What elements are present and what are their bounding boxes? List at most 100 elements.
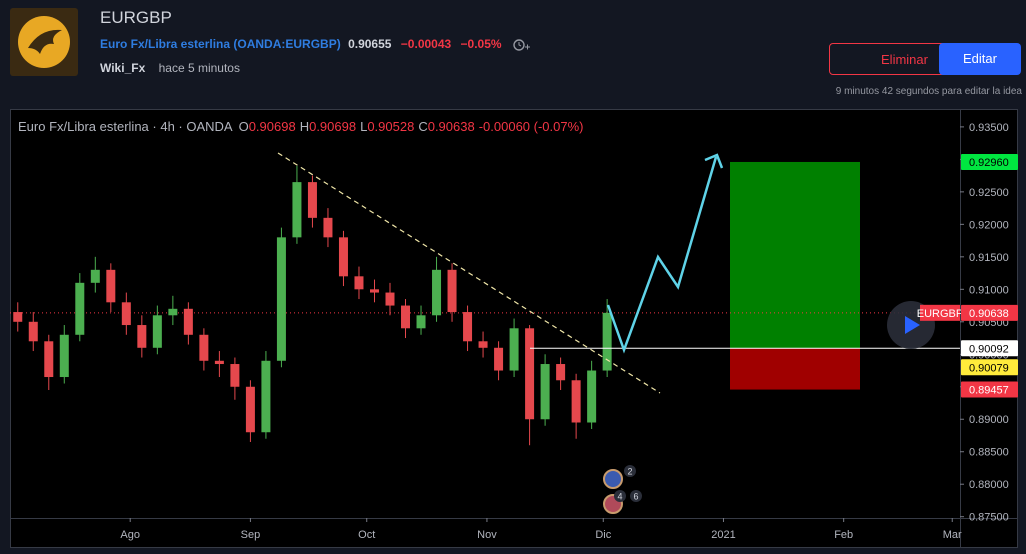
plot — [10, 161, 960, 446]
target-zone — [730, 161, 860, 349]
candle-body — [13, 312, 23, 322]
edit-button[interactable]: Editar — [939, 43, 1021, 75]
ohlc-value: 0.90698 — [249, 119, 296, 134]
candle-body — [369, 289, 379, 293]
event-icon[interactable] — [603, 469, 623, 489]
forecast-arrowhead — [704, 153, 724, 169]
play-icon — [905, 316, 920, 334]
symbol-tag-label: EURGBP — [917, 308, 963, 320]
x-tick-label: Sep — [241, 529, 261, 541]
x-tick-label: Nov — [477, 529, 497, 541]
candle-body — [587, 370, 597, 423]
event-badge-count: 4 — [617, 492, 622, 502]
logo-icon — [18, 16, 70, 68]
candle-body — [168, 308, 178, 316]
ohlc-key: C — [418, 119, 427, 134]
candle-body — [478, 341, 488, 348]
candle-body — [323, 217, 333, 238]
candle-body — [214, 360, 224, 365]
candle-body — [385, 292, 395, 306]
candle-body — [354, 276, 364, 290]
trend-line — [277, 152, 661, 394]
y-tick-label: 0.89000 — [969, 414, 1009, 426]
ohlc-value: 0.90698 — [309, 119, 356, 134]
stop-zone — [730, 348, 860, 390]
edit-note: 9 minutos 42 segundos para editar la ide… — [835, 86, 1022, 97]
x-tick-label: Mar — [943, 529, 962, 541]
candle-body — [152, 315, 162, 348]
candle-body — [540, 364, 550, 420]
price: 0.90655 — [348, 37, 392, 51]
candle-body — [571, 380, 581, 423]
ohlc-value: 0.90638 — [428, 119, 475, 134]
legend-title: Euro Fx/Libra esterlina · 4h · OANDA — [18, 119, 233, 134]
candle-body — [416, 315, 426, 329]
candle-body — [90, 269, 100, 283]
x-tick-label: 2021 — [711, 529, 735, 541]
price-tag-label: 0.89457 — [969, 385, 1009, 397]
price-tag — [961, 340, 1018, 357]
symbol[interactable]: (OANDA:EURGBP) — [233, 37, 341, 51]
candle-body — [447, 269, 457, 313]
candle-body — [525, 328, 535, 420]
candle-body — [494, 347, 504, 371]
y-tick-label: 0.93500 — [969, 122, 1009, 134]
y-tick-label: 0.91000 — [969, 284, 1009, 296]
candle-body — [44, 341, 54, 378]
y-tick-label: 0.92500 — [969, 187, 1009, 199]
candle-body — [28, 321, 38, 342]
candle-body — [276, 237, 286, 361]
change-label: -0.00060 (-0.07%) — [479, 119, 584, 134]
idea-title: EURGBP — [100, 8, 172, 27]
event-badge — [614, 490, 626, 502]
y-tick-label: 0.88500 — [969, 447, 1009, 459]
ohlc-key: O — [239, 119, 249, 134]
price-tag — [961, 381, 1018, 398]
ohlc-key: H — [300, 119, 309, 134]
price-tag-label: 0.90638 — [969, 308, 1009, 320]
price-tag — [961, 304, 1018, 321]
x-tick-label: Feb — [834, 529, 853, 541]
candle-body — [307, 182, 317, 218]
price-tag — [961, 153, 1018, 170]
x-tick-label: Dic — [595, 529, 611, 541]
candle-body — [509, 328, 519, 371]
ohlc-value: 0.90528 — [367, 119, 414, 134]
candle-body — [602, 312, 612, 371]
candle-body — [183, 308, 193, 335]
alarm-icon[interactable] — [511, 38, 531, 52]
author-logo[interactable] — [10, 8, 78, 76]
event-badge — [624, 465, 636, 477]
candle-body — [121, 302, 131, 326]
y-tick-label: 0.91500 — [969, 252, 1009, 264]
x-tick-label: Ago — [120, 529, 140, 541]
price-tag-label: 0.90079 — [969, 362, 1009, 374]
candle-body — [556, 364, 566, 381]
event-badge-count: 2 — [627, 467, 632, 477]
price-tag-label: 0.90092 — [969, 343, 1009, 355]
change-pct: −0.05% — [460, 37, 502, 51]
instrument[interactable]: Euro Fx/Libra esterlina — [100, 37, 231, 51]
candle-body — [199, 334, 209, 361]
events[interactable]: 2 4 6 — [603, 465, 642, 514]
candle-body — [338, 237, 348, 277]
chart-legend: Euro Fx/Libra esterlina · 4h · OANDA O0.9… — [18, 119, 584, 134]
forecast-path — [606, 156, 718, 354]
time-ago: hace 5 minutos — [158, 61, 240, 75]
price-tag — [961, 359, 1018, 376]
candle-body — [401, 305, 411, 329]
author[interactable]: Wiki_Fx — [100, 61, 146, 75]
candle-body — [463, 312, 473, 342]
y-tick-label: 0.92000 — [969, 219, 1009, 231]
candle-body — [230, 364, 240, 387]
symbol-line: Euro Fx/Libra esterlina (OANDA:EURGBP) 0… — [100, 37, 531, 52]
candle-body — [432, 269, 442, 316]
x-tick-label: Oct — [358, 529, 375, 541]
candle-body — [292, 182, 302, 238]
symbol-tag — [920, 304, 960, 321]
ohlc-key: L — [360, 119, 367, 134]
candle-body — [75, 282, 85, 335]
change: −0.00043 — [400, 37, 452, 51]
